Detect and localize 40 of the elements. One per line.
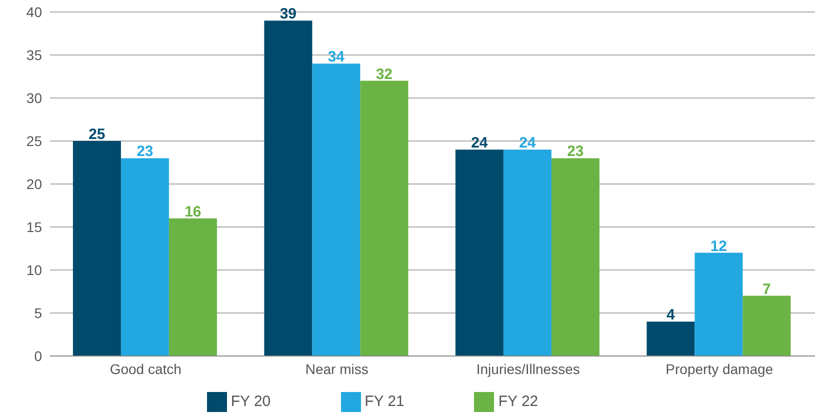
legend-label: FY 21 [364,392,404,410]
y-tick-label: 40 [26,4,42,20]
y-tick-label: 35 [26,46,42,63]
legend-label: FY 20 [230,392,271,410]
x-tick-label: Good catch [110,360,182,377]
y-tick-label: 10 [26,262,42,278]
bar [551,158,600,356]
data-label: 23 [136,143,154,160]
data-label: 12 [710,238,728,255]
y-tick-label: 20 [26,176,42,192]
bar [503,150,552,356]
bar [360,80,408,356]
data-label: 39 [280,6,297,23]
x-tick-label: Property damage [666,360,774,377]
y-tick-label: 25 [26,132,42,149]
y-tick-label: 0 [34,348,42,364]
data-label: 24 [471,134,488,152]
y-tick-label: 5 [34,304,42,321]
bar [312,64,360,356]
bar [120,158,169,356]
y-tick-label: 30 [26,90,42,106]
data-label: 23 [567,143,584,160]
data-label: 4 [666,306,676,324]
data-label: 24 [519,134,536,152]
data-label: 16 [184,203,202,220]
data-label: 7 [762,280,771,298]
bar [168,218,217,356]
bar [694,252,743,356]
bar [646,322,695,356]
legend-label: FY 22 [498,392,538,410]
bar [72,141,121,356]
bar [742,296,791,356]
bar [264,20,312,356]
y-tick-label: 15 [26,218,42,235]
x-tick-label: Injuries/Illnesses [476,360,580,377]
data-label: 34 [328,48,346,66]
bar [455,150,504,356]
x-tick-label: Near miss [305,360,368,377]
data-label: 32 [376,66,393,83]
data-label: 25 [88,126,106,143]
